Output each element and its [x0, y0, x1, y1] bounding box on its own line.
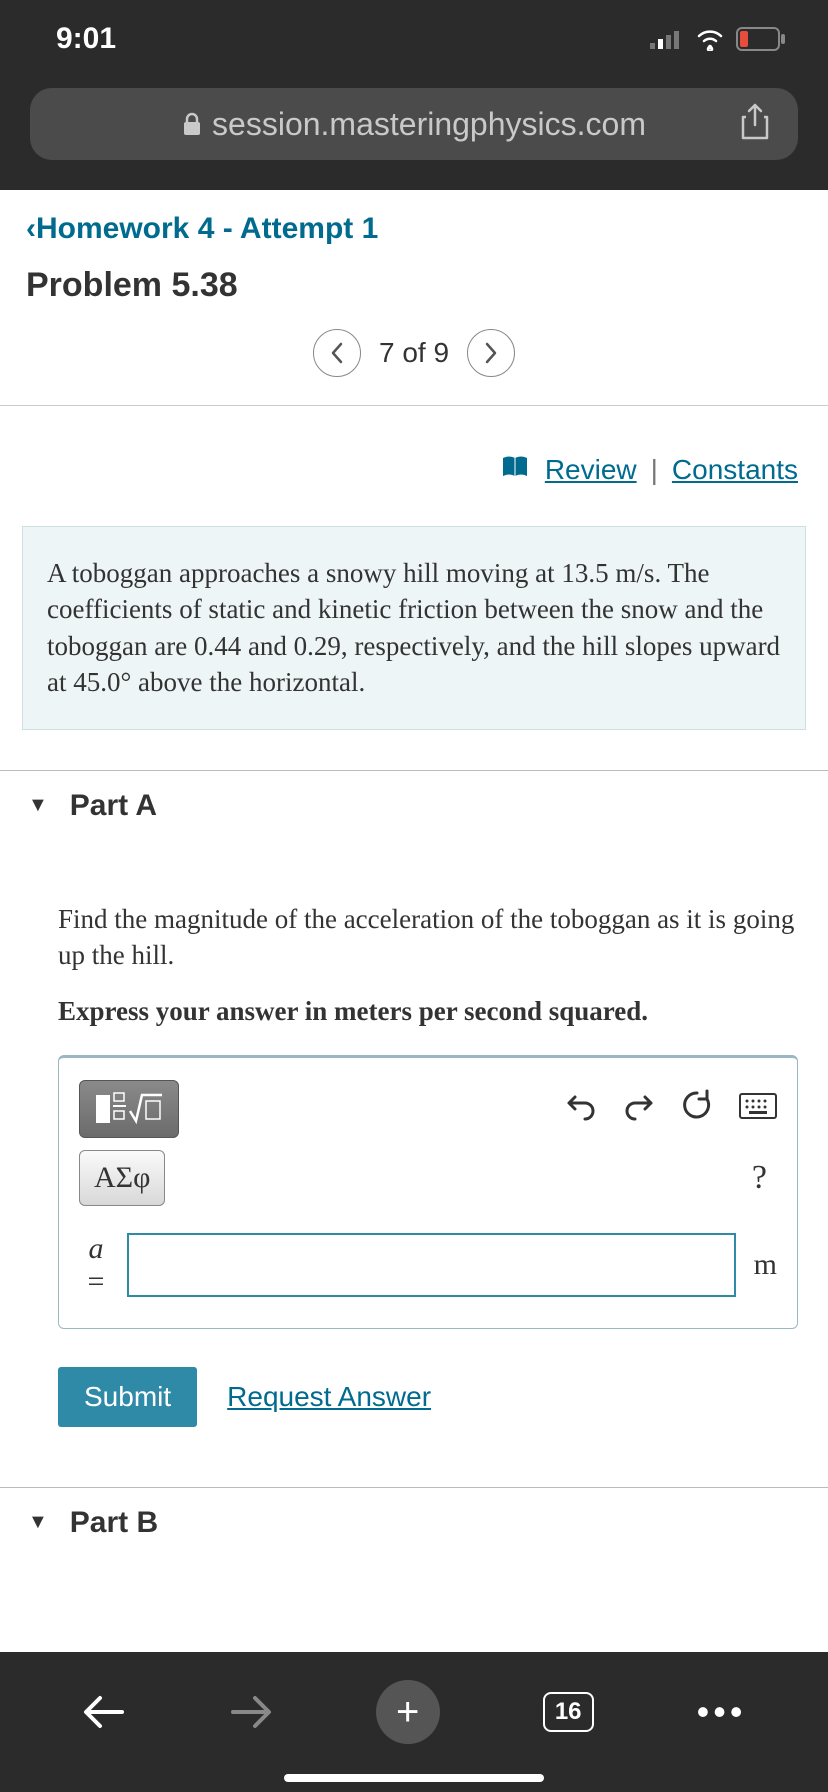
breadcrumb: ‹Homework 4 - Attempt 1	[0, 190, 828, 256]
back-button[interactable]	[82, 1692, 126, 1732]
breadcrumb-link[interactable]: ‹Homework 4 - Attempt 1	[26, 212, 378, 245]
review-link[interactable]: Review	[545, 454, 637, 486]
url-text: session.masteringphysics.com	[212, 106, 646, 143]
pager: 7 of 9	[0, 323, 828, 405]
dots-icon: •••	[697, 1691, 747, 1733]
part-b-label: Part B	[70, 1506, 158, 1540]
pager-next-button[interactable]	[467, 329, 515, 377]
submit-button[interactable]: Submit	[58, 1367, 197, 1427]
chevron-right-icon	[483, 341, 499, 365]
status-time: 9:01	[56, 22, 116, 56]
lock-icon	[182, 112, 202, 136]
submit-row: Submit Request Answer	[0, 1339, 828, 1467]
wifi-icon	[694, 27, 726, 51]
home-indicator[interactable]	[284, 1774, 544, 1782]
arrow-right-icon	[229, 1692, 273, 1732]
help-button[interactable]: ?	[752, 1159, 777, 1197]
part-a-header[interactable]: ▼ Part A	[0, 770, 828, 841]
request-answer-link[interactable]: Request Answer	[227, 1381, 431, 1413]
browser-toolbar: + 16 •••	[0, 1652, 828, 1792]
variable-label: a =	[79, 1232, 113, 1298]
pager-prev-button[interactable]	[313, 329, 361, 377]
answer-box: ΑΣφ ? a = m	[58, 1055, 798, 1329]
part-a-body: Find the magnitude of the acceleration o…	[0, 841, 828, 1339]
pager-text: 7 of 9	[379, 337, 449, 369]
question-text: Find the magnitude of the acceleration o…	[58, 901, 798, 974]
tabs-button[interactable]: 16	[543, 1692, 594, 1732]
undo-button[interactable]	[565, 1089, 597, 1129]
status-bar: 9:01	[0, 0, 828, 88]
separator: |	[651, 454, 658, 486]
constants-link[interactable]: Constants	[672, 454, 798, 486]
keyboard-icon	[739, 1093, 777, 1119]
chevron-left-icon	[329, 341, 345, 365]
answer-input[interactable]	[127, 1233, 736, 1297]
tab-count: 16	[543, 1692, 594, 1732]
keyboard-button[interactable]	[739, 1090, 777, 1127]
redo-icon	[623, 1089, 655, 1121]
unit-label: m	[754, 1248, 777, 1282]
arrow-left-icon	[82, 1692, 126, 1732]
greek-symbols-button[interactable]: ΑΣφ	[79, 1150, 165, 1206]
part-a-label: Part A	[70, 789, 157, 823]
status-indicators	[650, 27, 788, 51]
resource-links: Review | Constants	[0, 406, 828, 516]
collapse-icon: ▼	[28, 1511, 48, 1534]
equation-row: a = m	[79, 1232, 777, 1298]
page-title: Problem 5.38	[26, 266, 802, 305]
menu-button[interactable]: •••	[697, 1691, 747, 1733]
cellular-icon	[650, 29, 684, 49]
chevron-left-icon: ‹	[26, 212, 36, 245]
reset-button[interactable]	[681, 1089, 713, 1129]
share-icon	[740, 103, 770, 141]
collapse-icon: ▼	[28, 794, 48, 817]
undo-icon	[565, 1089, 597, 1121]
math-template-button[interactable]	[79, 1080, 179, 1138]
share-button[interactable]	[740, 103, 770, 146]
browser-chrome: session.masteringphysics.com	[0, 88, 828, 190]
plus-icon: +	[376, 1680, 440, 1744]
instruction-text: Express your answer in meters per second…	[58, 996, 798, 1027]
redo-button[interactable]	[623, 1089, 655, 1129]
new-tab-button[interactable]: +	[376, 1680, 440, 1744]
battery-icon	[736, 27, 788, 51]
fraction-sqrt-icon	[94, 1089, 164, 1129]
book-icon	[501, 454, 529, 486]
part-b-header[interactable]: ▼ Part B	[0, 1487, 828, 1558]
page-content: ‹Homework 4 - Attempt 1 Problem 5.38 7 o…	[0, 190, 828, 1558]
reset-icon	[681, 1089, 713, 1121]
address-bar[interactable]: session.masteringphysics.com	[30, 88, 798, 160]
forward-button[interactable]	[229, 1692, 273, 1732]
problem-statement: A toboggan approaches a snowy hill movin…	[22, 526, 806, 730]
